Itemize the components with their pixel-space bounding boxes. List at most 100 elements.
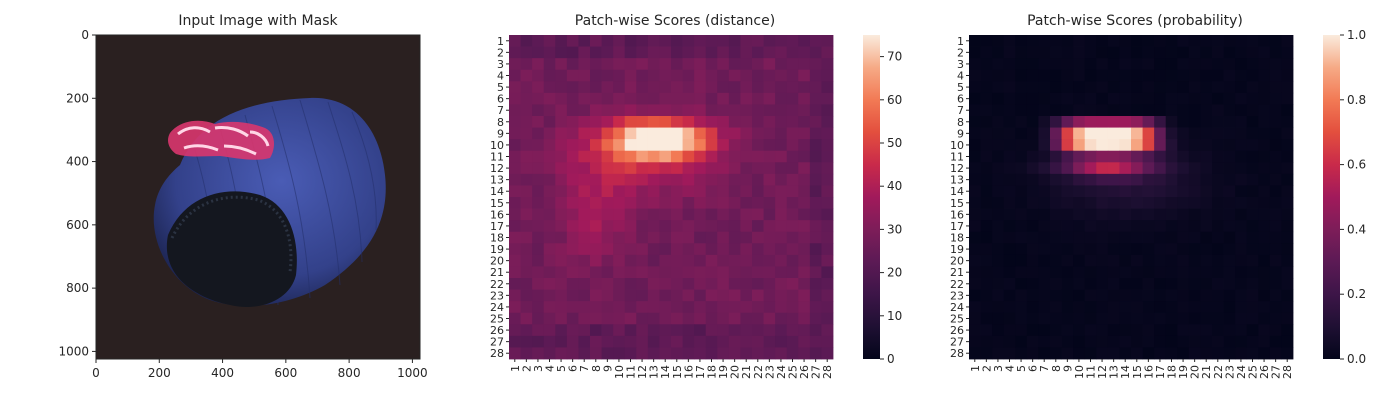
probability-heatmap-cells xyxy=(969,35,1294,360)
heatmap-cell xyxy=(1015,231,1028,244)
row-tick-label: 8 xyxy=(497,116,504,129)
heatmap-cell xyxy=(578,173,591,186)
heatmap-cell xyxy=(601,173,614,186)
heatmap-cell xyxy=(1235,92,1248,105)
heatmap-cell xyxy=(809,81,822,94)
heatmap-cell xyxy=(1096,266,1109,279)
heatmap-cell xyxy=(682,116,695,128)
heatmap-cell xyxy=(809,266,822,279)
heatmap-cell xyxy=(647,301,660,314)
heatmap-cell xyxy=(1107,197,1120,209)
heatmap-cell xyxy=(1073,197,1086,209)
heatmap-cell xyxy=(555,127,568,140)
heatmap-cell xyxy=(1235,243,1248,256)
heatmap-cell xyxy=(1223,92,1236,105)
heatmap-cell xyxy=(1212,243,1224,256)
heatmap-cell xyxy=(671,185,683,198)
heatmap-cell xyxy=(555,150,568,163)
heatmap-cell xyxy=(613,335,626,348)
heatmap-cell xyxy=(532,266,545,279)
heatmap-cell xyxy=(1142,301,1155,314)
heatmap-cell xyxy=(659,35,672,47)
heatmap-cell xyxy=(1258,46,1271,59)
heatmap-cell xyxy=(659,266,672,279)
heatmap-cell xyxy=(694,116,707,128)
heatmap-cell xyxy=(1269,58,1282,71)
heatmap-cell xyxy=(682,58,695,71)
heatmap-cell xyxy=(1026,58,1039,71)
heatmap-cell xyxy=(821,197,834,209)
heatmap-cell xyxy=(821,324,834,337)
heatmap-cell xyxy=(1281,197,1294,209)
heatmap-cell xyxy=(1154,35,1167,47)
heatmap-cell xyxy=(740,197,753,209)
heatmap-cell xyxy=(590,231,602,244)
heatmap-cell xyxy=(1003,116,1016,128)
heatmap-cell xyxy=(636,58,649,71)
heatmap-cell xyxy=(717,231,730,244)
heatmap-cell xyxy=(1281,150,1294,163)
heatmap-cell xyxy=(1050,35,1062,47)
heatmap-cell xyxy=(1154,116,1167,128)
heatmap-cell xyxy=(798,208,811,221)
heatmap-cell xyxy=(694,46,707,59)
heatmap-cell xyxy=(1073,335,1086,348)
heatmap-cell xyxy=(532,104,545,117)
heatmap-cell xyxy=(1038,243,1051,256)
colorbar-tick-label: 30 xyxy=(887,222,902,236)
heatmap-cell xyxy=(1281,139,1294,152)
heatmap-cell xyxy=(1177,335,1190,348)
heatmap-cell xyxy=(1165,116,1178,128)
heatmap-cell xyxy=(1165,35,1178,47)
heatmap-cell xyxy=(682,266,695,279)
heatmap-cell xyxy=(671,173,683,186)
heatmap-cell xyxy=(647,208,660,221)
heatmap-cell xyxy=(717,220,730,233)
heatmap-cell xyxy=(1281,92,1294,105)
heatmap-cell xyxy=(752,185,764,198)
heatmap-cell xyxy=(1131,208,1143,221)
y-tick-label: 600 xyxy=(66,218,89,232)
heatmap-cell xyxy=(1050,347,1062,360)
heatmap-cell xyxy=(775,139,788,152)
heatmap-cell xyxy=(1061,312,1074,325)
heatmap-cell xyxy=(1084,289,1097,302)
probability-colorbar: 0.00.20.40.60.81.0 xyxy=(1323,28,1366,366)
heatmap-cell xyxy=(1246,301,1259,314)
heatmap-cell xyxy=(694,312,707,325)
heatmap-cell xyxy=(624,335,637,348)
heatmap-cell xyxy=(969,150,981,163)
heatmap-cell xyxy=(682,185,695,198)
heatmap-cell xyxy=(1131,104,1143,117)
heatmap-cell xyxy=(1050,335,1062,348)
heatmap-cell xyxy=(1212,58,1224,71)
heatmap-cell xyxy=(1026,197,1039,209)
heatmap-cell xyxy=(1061,243,1074,256)
heatmap-cell xyxy=(1165,81,1178,94)
heatmap-cell xyxy=(763,335,776,348)
heatmap-cell xyxy=(671,266,683,279)
heatmap-cell xyxy=(590,162,602,175)
heatmap-cell xyxy=(969,231,981,244)
heatmap-cell xyxy=(1015,301,1028,314)
heatmap-cell xyxy=(1212,324,1224,337)
row-tick-label: 13 xyxy=(490,174,504,187)
heatmap-cell xyxy=(1050,243,1062,256)
heatmap-cell xyxy=(980,347,993,360)
heatmap-cell xyxy=(705,347,718,360)
heatmap-cell xyxy=(647,197,660,209)
heatmap-cell xyxy=(1258,104,1271,117)
heatmap-cell xyxy=(636,104,649,117)
heatmap-cell xyxy=(809,335,822,348)
panel-input-image: Input Image with Mask xyxy=(58,13,427,380)
heatmap-cell xyxy=(601,312,614,325)
heatmap-cell xyxy=(969,92,981,105)
heatmap-cell xyxy=(636,81,649,94)
row-tick-label: 1 xyxy=(497,35,504,48)
heatmap-cell xyxy=(566,243,579,256)
heatmap-cell xyxy=(1003,104,1016,117)
heatmap-cell xyxy=(1212,289,1224,302)
heatmap-cell xyxy=(1246,185,1259,198)
